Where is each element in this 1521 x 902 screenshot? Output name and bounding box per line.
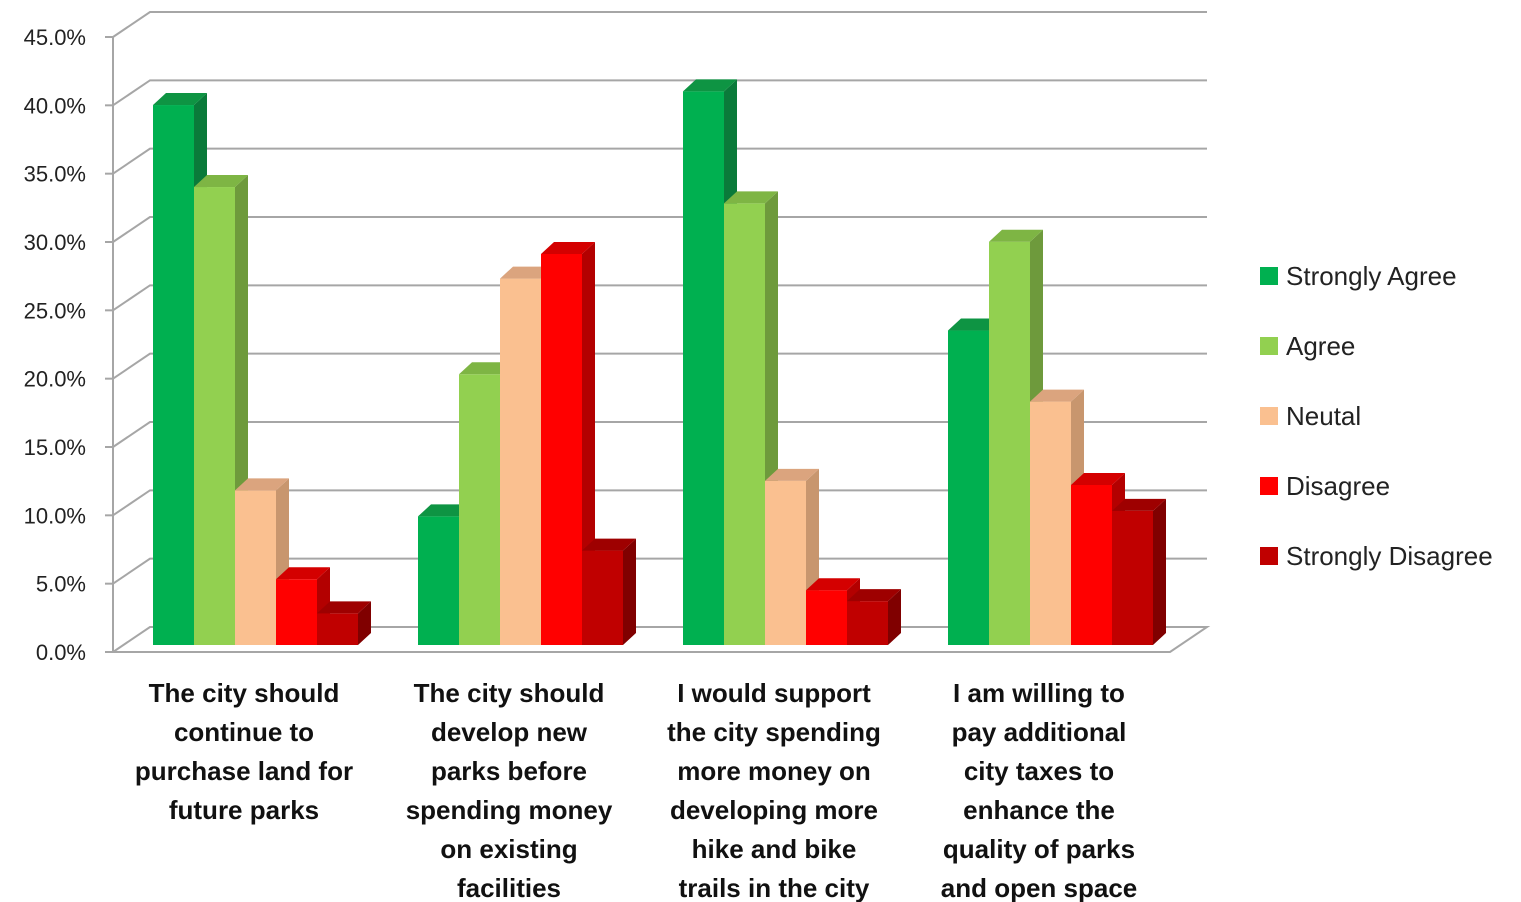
bar-front [847, 601, 888, 645]
bar [847, 589, 901, 645]
bar-top [582, 538, 636, 551]
bar-front [683, 91, 724, 645]
bar-front [235, 490, 276, 645]
category-label: The city should develop new parks before sp… [406, 678, 613, 902]
legend-label: Neutal [1286, 401, 1361, 431]
y-tick-label: 5.0% [36, 572, 86, 597]
legend-swatch [1260, 337, 1278, 355]
legend-label: Strongly Disagree [1286, 541, 1493, 571]
bar-front [1112, 510, 1153, 645]
legend-label: Agree [1286, 331, 1355, 361]
gridline [112, 284, 1207, 312]
legend-swatch [1260, 407, 1278, 425]
bar-top [418, 504, 472, 517]
x-axis-category-labels: The city should continue to purchase land … [135, 678, 1137, 902]
y-tick-label: 35.0% [24, 162, 86, 187]
bar-top [276, 567, 330, 580]
bar-front [806, 590, 847, 645]
y-tick-label: 45.0% [24, 25, 86, 50]
bar-front [724, 203, 765, 645]
bar [582, 538, 636, 645]
gridline [112, 216, 1207, 243]
bar-top [1071, 472, 1125, 485]
chart-walls [109, 37, 1211, 653]
bar-side [1153, 498, 1166, 645]
gridline [112, 489, 1207, 517]
category-label: I am willing to pay additional city taxes … [941, 678, 1138, 902]
gridline [112, 352, 1207, 380]
category-label: I would support the city spending more mon… [667, 678, 881, 902]
bar-top [459, 362, 513, 375]
legend-swatch [1260, 547, 1278, 565]
bar [1112, 498, 1166, 645]
bar-front [276, 579, 317, 645]
legend-item: Neutal [1260, 401, 1361, 431]
bar-top [765, 468, 819, 481]
bar-top [1030, 389, 1084, 402]
bar-front [459, 374, 500, 645]
y-tick-label: 40.0% [24, 93, 86, 118]
legend-item: Strongly Disagree [1260, 541, 1493, 571]
legend-swatch [1260, 477, 1278, 495]
legend-item: Disagree [1260, 471, 1390, 501]
y-tick-label: 15.0% [24, 435, 86, 460]
gridline [112, 147, 1207, 175]
gridline [112, 79, 1207, 107]
legend: Strongly Agree Agree Neutal Disagree Strongl… [1260, 261, 1493, 571]
bar-front [418, 516, 459, 645]
bar-front [153, 105, 194, 646]
gridlines [105, 11, 1207, 653]
bar-top [235, 478, 289, 491]
y-axis-tick-labels: 0.0% 5.0% 10.0% 15.0% 20.0% 25.0% 30.0% 35.0% 40… [24, 25, 86, 665]
y-tick-label: 20.0% [24, 367, 86, 392]
bar-top [806, 578, 860, 591]
bar-front [582, 550, 623, 645]
bar-top [194, 175, 248, 188]
bar-front [317, 613, 358, 645]
y-tick-label: 0.0% [36, 640, 86, 665]
gridline [112, 11, 1207, 38]
bar-top [541, 242, 595, 254]
bar-front [1071, 484, 1112, 645]
bar-front [948, 330, 989, 645]
bar-front [194, 187, 235, 646]
bar-top [948, 318, 1002, 331]
bar-top [989, 229, 1043, 242]
bar-front [541, 254, 582, 645]
legend-item: Strongly Agree [1260, 261, 1457, 291]
bars [153, 79, 1166, 646]
bar [317, 601, 371, 645]
y-tick-label: 25.0% [24, 298, 86, 323]
bar-side [623, 538, 636, 645]
y-tick-label: 30.0% [24, 230, 86, 255]
bar-top [847, 589, 901, 602]
bar-front [1030, 401, 1071, 645]
bar-top [683, 79, 737, 92]
bar-top [317, 601, 371, 614]
bar-top [1112, 498, 1166, 511]
bar-top [500, 266, 554, 279]
bar-top [153, 93, 207, 106]
gridline [112, 557, 1207, 585]
chart-floor [109, 626, 1211, 653]
legend-label: Disagree [1286, 471, 1390, 501]
category-label: The city should continue to purchase land … [135, 678, 353, 825]
bar-side [358, 601, 371, 645]
legend-label: Strongly Agree [1286, 261, 1457, 291]
legend-item: Agree [1260, 331, 1355, 361]
bar-front [500, 278, 541, 645]
legend-swatch [1260, 267, 1278, 285]
gridline [112, 421, 1207, 448]
y-tick-label: 10.0% [24, 503, 86, 528]
bar-top [724, 191, 778, 204]
bar-side [888, 589, 901, 645]
bar-front [765, 480, 806, 645]
bar-front [989, 241, 1030, 645]
